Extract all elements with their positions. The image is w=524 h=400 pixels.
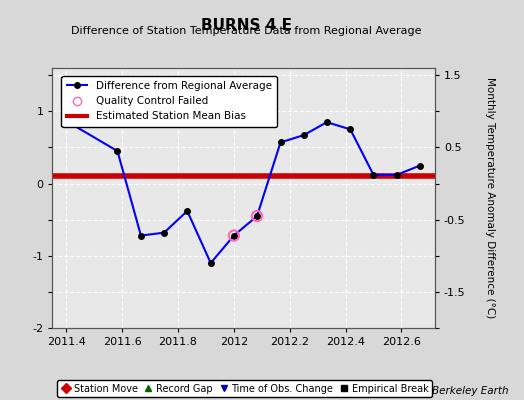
Y-axis label: Monthly Temperature Anomaly Difference (°C): Monthly Temperature Anomaly Difference (… [485, 77, 495, 319]
Legend: Station Move, Record Gap, Time of Obs. Change, Empirical Break: Station Move, Record Gap, Time of Obs. C… [57, 380, 432, 398]
Point [230, 232, 238, 239]
Text: BURNS 4 E: BURNS 4 E [201, 18, 292, 33]
Text: Difference of Station Temperature Data from Regional Average: Difference of Station Temperature Data f… [71, 26, 421, 36]
Text: Berkeley Earth: Berkeley Earth [432, 386, 508, 396]
Point [253, 213, 261, 219]
